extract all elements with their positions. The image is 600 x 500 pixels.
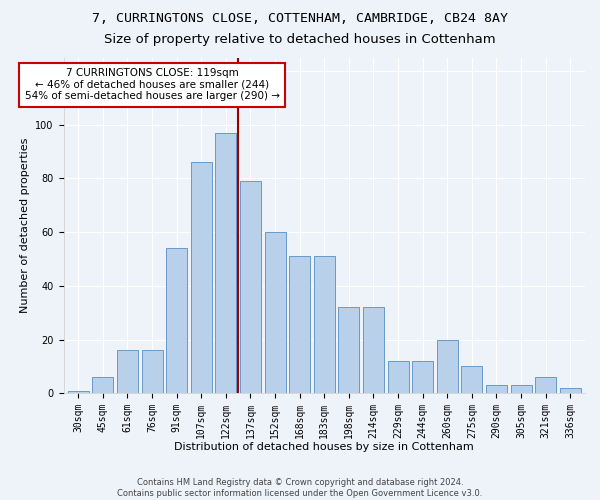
Bar [338,308,359,394]
Bar [535,377,556,394]
Bar [437,340,458,394]
Bar [412,361,433,394]
Text: 7, CURRINGTONS CLOSE, COTTENHAM, CAMBRIDGE, CB24 8AY: 7, CURRINGTONS CLOSE, COTTENHAM, CAMBRID… [92,12,508,26]
Bar [68,390,89,394]
Bar [314,256,335,394]
Bar [265,232,286,394]
Bar [215,132,236,394]
X-axis label: Distribution of detached houses by size in Cottenham: Distribution of detached houses by size … [175,442,474,452]
Bar [117,350,138,394]
Bar [511,386,532,394]
Y-axis label: Number of detached properties: Number of detached properties [20,138,30,313]
Bar [363,308,384,394]
Bar [388,361,409,394]
Bar [461,366,482,394]
Bar [289,256,310,394]
Bar [166,248,187,394]
Bar [240,181,261,394]
Text: Contains HM Land Registry data © Crown copyright and database right 2024.
Contai: Contains HM Land Registry data © Crown c… [118,478,482,498]
Bar [142,350,163,394]
Bar [92,377,113,394]
Bar [191,162,212,394]
Text: Size of property relative to detached houses in Cottenham: Size of property relative to detached ho… [104,32,496,46]
Bar [560,388,581,394]
Bar [486,386,507,394]
Text: 7 CURRINGTONS CLOSE: 119sqm
← 46% of detached houses are smaller (244)
54% of se: 7 CURRINGTONS CLOSE: 119sqm ← 46% of det… [25,68,280,102]
